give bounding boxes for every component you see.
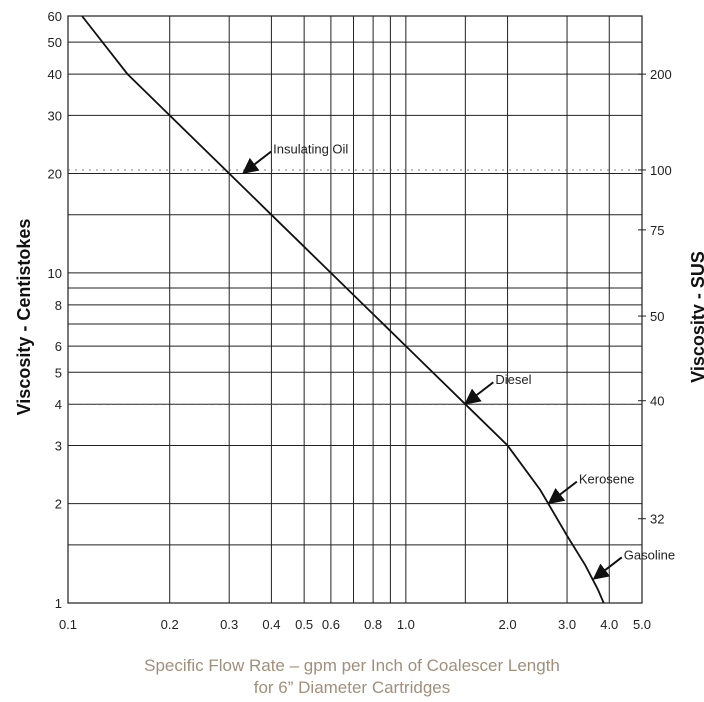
- y-tick-label: 6: [55, 339, 62, 354]
- right-tick-label: 40: [650, 394, 664, 409]
- y-tick-label: 20: [48, 167, 62, 182]
- x-tick-label: 1.0: [397, 617, 415, 632]
- right-tick-label: 100: [650, 163, 672, 178]
- right-tick-labels: 200 100 75 50 40 32: [638, 67, 672, 527]
- x-tick-label: 0.1: [59, 617, 77, 632]
- annotations: Insulating Oil Diesel Kerosene Gasoline: [242, 142, 675, 580]
- y-tick-label: 30: [48, 108, 62, 123]
- right-tick-label: 75: [650, 223, 664, 238]
- x-tick-label: 5.0: [633, 617, 651, 632]
- annotation-label: Insulating Oil: [273, 142, 348, 157]
- y-tick-label: 5: [55, 365, 62, 380]
- y-tick-label: 3: [55, 438, 62, 453]
- y-tick-label: 2: [55, 497, 62, 512]
- annotation-label: Diesel: [495, 372, 531, 387]
- y-tick-label: 40: [48, 67, 62, 82]
- right-tick-label: 200: [650, 67, 672, 82]
- right-tick-label: 50: [650, 309, 664, 324]
- x-axis-title-line2: for 6” Diameter Cartridges: [253, 678, 451, 697]
- curve-layer: [81, 15, 605, 604]
- y-axis-title-left: Viscosity - Centistokes: [14, 219, 34, 416]
- y-axis-title-right: Viscosity - SUS: [688, 251, 704, 383]
- x-tick-label: 0.2: [161, 617, 179, 632]
- x-tick-label: 2.0: [499, 617, 517, 632]
- annotation-arrow: [464, 381, 494, 405]
- viscosity-curve: [81, 15, 605, 604]
- y-tick-label: 8: [55, 298, 62, 313]
- y-tick-label: 50: [48, 35, 62, 50]
- x-tick-label: 0.6: [322, 617, 340, 632]
- y-tick-label: 4: [55, 397, 62, 412]
- y-tick-label: 60: [48, 9, 62, 24]
- right-tick-label: 32: [650, 512, 664, 527]
- tick-labels: 0.1 0.2 0.3 0.4 0.5 0.6 0.8 1.0 2.0 3.0 4.0 5.0 1 2 3 4…: [48, 9, 652, 632]
- x-tick-label: 4.0: [600, 617, 618, 632]
- y-tick-label: 10: [48, 266, 62, 281]
- x-tick-label: 0.5: [295, 617, 313, 632]
- grid: [67, 15, 643, 604]
- x-tick-label: 0.8: [364, 617, 382, 632]
- x-tick-label: 0.3: [220, 617, 238, 632]
- annotation-label: Kerosene: [579, 472, 635, 487]
- y-tick-label: 1: [55, 596, 62, 611]
- annotation-arrow: [242, 150, 272, 174]
- x-tick-label: 3.0: [558, 617, 576, 632]
- annotation-arrow: [592, 556, 623, 580]
- x-axis-title-line1: Specific Flow Rate – gpm per Inch of Coa…: [144, 656, 560, 675]
- x-tick-label: 0.4: [262, 617, 280, 632]
- annotation-label: Gasoline: [624, 547, 675, 562]
- annotation-arrow: [547, 480, 578, 505]
